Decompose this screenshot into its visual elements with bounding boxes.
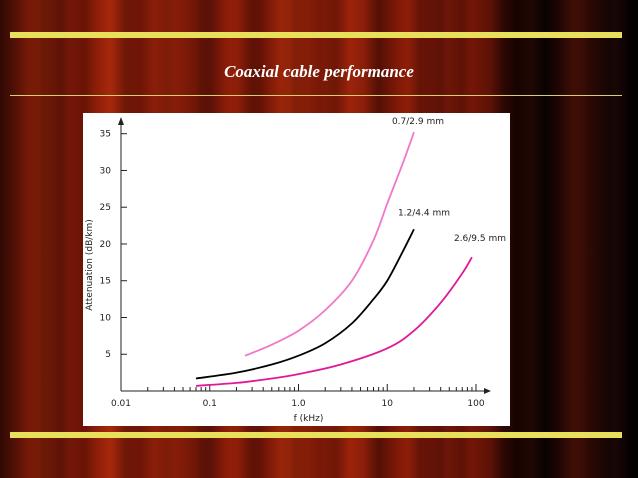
- bottom-accent-bar: [10, 432, 622, 438]
- y-tick-label: 10: [100, 313, 112, 323]
- x-axis-arrow: [484, 388, 491, 394]
- axes: [118, 117, 491, 394]
- chart-panel: 5 10 15 20 25 30 35 0.01 0.1 1.0 10 100 f (kHz) Atten…: [83, 113, 510, 426]
- x-tick-label: 100: [467, 399, 484, 409]
- y-tick-label: 30: [100, 166, 112, 176]
- chart-labels: 5 10 15 20 25 30 35 0.01 0.1 1.0 10 100 f (kHz) Atten…: [85, 117, 506, 424]
- series-curves: [195, 131, 473, 387]
- series-line: [195, 256, 473, 387]
- y-tick-label: 15: [100, 277, 111, 287]
- y-tick-label: 25: [100, 203, 111, 213]
- y-tick-label: 35: [100, 130, 111, 140]
- series-label: 0.7/2.9 mm: [392, 117, 444, 127]
- series-label: 2.6/9.5 mm: [454, 234, 506, 244]
- y-axis-title: Attenuation (dB/km): [85, 219, 95, 311]
- x-axis-title: f (kHz): [294, 414, 324, 424]
- attenuation-chart: 5 10 15 20 25 30 35 0.01 0.1 1.0 10 100 f (kHz) Atten…: [85, 117, 506, 424]
- y-axis-arrow: [118, 117, 124, 125]
- x-tick-label: 10: [382, 399, 394, 409]
- slide-title: Coaxial cable performance: [224, 62, 414, 81]
- top-accent-bar: [10, 32, 622, 38]
- series-line: [244, 131, 415, 357]
- x-tick-label: 0.1: [203, 399, 217, 409]
- tick-marks: [120, 133, 477, 391]
- y-tick-label: 5: [105, 350, 111, 360]
- series-label: 1.2/4.4 mm: [398, 208, 450, 218]
- x-tick-label: 0.01: [111, 399, 131, 409]
- y-tick-label: 20: [100, 240, 112, 250]
- title-divider: [10, 95, 622, 96]
- series-line: [195, 228, 415, 380]
- x-tick-label: 1.0: [291, 399, 306, 409]
